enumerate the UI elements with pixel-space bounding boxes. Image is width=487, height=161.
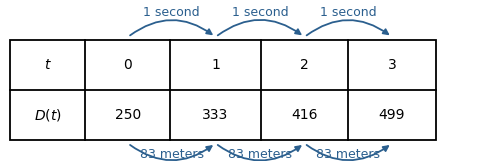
FancyArrowPatch shape	[218, 145, 300, 161]
Text: 1 second: 1 second	[320, 6, 376, 19]
FancyArrowPatch shape	[218, 20, 300, 35]
Text: 83 meters: 83 meters	[140, 148, 204, 161]
Text: $D(t)$: $D(t)$	[34, 107, 61, 123]
Text: 1 second: 1 second	[232, 6, 288, 19]
FancyArrowPatch shape	[130, 20, 212, 35]
Text: 83 meters: 83 meters	[228, 148, 292, 161]
Text: 499: 499	[379, 108, 405, 122]
Text: 2: 2	[300, 58, 309, 72]
Text: 3: 3	[388, 58, 396, 72]
Text: $t$: $t$	[43, 58, 52, 72]
Text: 416: 416	[291, 108, 318, 122]
Text: 1: 1	[211, 58, 220, 72]
Text: 250: 250	[115, 108, 141, 122]
Text: 0: 0	[124, 58, 132, 72]
Bar	[10, 40, 436, 140]
Text: 333: 333	[203, 108, 228, 122]
Text: 83 meters: 83 meters	[316, 148, 380, 161]
FancyArrowPatch shape	[307, 145, 388, 160]
FancyArrowPatch shape	[130, 145, 212, 160]
Text: 1 second: 1 second	[143, 6, 200, 19]
FancyArrowPatch shape	[307, 20, 388, 35]
